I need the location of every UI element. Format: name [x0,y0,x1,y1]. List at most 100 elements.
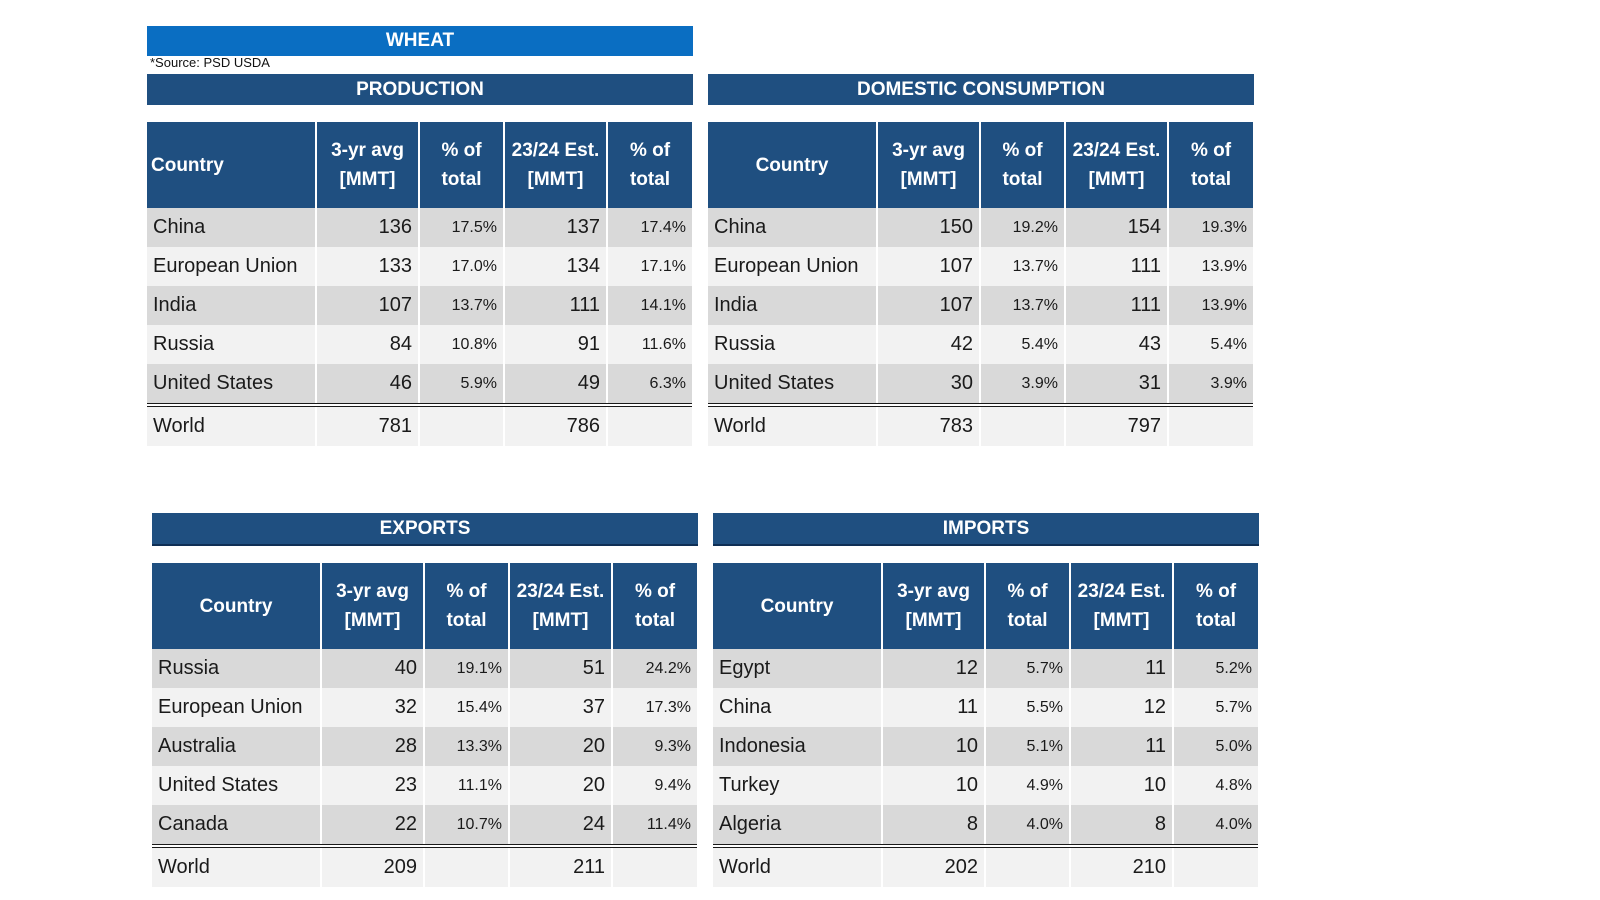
exports-panel: EXPORTS Country 3-yr avg [MMT] % of tota… [152,513,698,887]
cell-estimate: 37 [509,688,613,727]
cell-pct-total: 11.1% [424,766,510,805]
column-header-3yr-avg: 3-yr avg [MMT] [321,563,425,649]
cell-country: Russia [147,325,317,364]
cell-estimate: 49 [504,364,608,405]
cell-country: Indonesia [713,727,883,766]
cell-pct-total-est: 17.3% [612,688,697,727]
column-header-pct-total-est: % of total [1168,122,1253,208]
cell-pct-total-est: 24.2% [612,649,697,688]
cell-3yr-avg: 783 [877,403,981,446]
cell-estimate: 134 [504,247,608,286]
cell-pct-total: 10.8% [419,325,505,364]
cell-3yr-avg: 32 [321,688,425,727]
column-header-pct-total: % of total [419,122,505,208]
table-row: Algeria 8 4.0% 8 4.0% [713,805,1258,846]
column-header-pct-total-est: % of total [1173,563,1258,649]
column-header-estimate: 23/24 Est. [MMT] [509,563,613,649]
exports-table: Country 3-yr avg [MMT] % of total 23/24 … [152,563,697,887]
cell-country: Canada [152,805,322,846]
cell-country: China [708,208,878,247]
table-row-world: World 781 786 [147,403,692,446]
table-row: Russia 42 5.4% 43 5.4% [708,325,1253,364]
cell-estimate: 10 [1070,766,1174,805]
column-header-pct-total-est: % of total [612,563,697,649]
imports-panel: IMPORTS Country 3-yr avg [MMT] % of tota… [713,513,1259,887]
column-header-country: Country [147,122,317,208]
cell-pct-total-est: 4.0% [1173,805,1258,846]
consumption-table: Country 3-yr avg [MMT] % of total 23/24 … [708,122,1253,446]
cell-pct-total: 13.3% [424,727,510,766]
table-row: United States 23 11.1% 20 9.4% [152,766,697,805]
table-row: India 107 13.7% 111 14.1% [147,286,692,325]
column-header-3yr-avg: 3-yr avg [MMT] [882,563,986,649]
cell-3yr-avg: 40 [321,649,425,688]
cell-estimate: 137 [504,208,608,247]
cell-country: Russia [152,649,322,688]
cell-pct-total: 5.9% [419,364,505,405]
cell-pct-total: 19.1% [424,649,510,688]
cell-pct-total-est: 6.3% [607,364,692,405]
cell-pct-total-est: 11.6% [607,325,692,364]
table-row: China 136 17.5% 137 17.4% [147,208,692,247]
cell-country: United States [147,364,317,405]
table-header-row: Country 3-yr avg [MMT] % of total 23/24 … [147,122,692,208]
cell-3yr-avg: 28 [321,727,425,766]
cell-estimate: 43 [1065,325,1169,364]
table-row: China 11 5.5% 12 5.7% [713,688,1258,727]
cell-3yr-avg: 781 [316,403,420,446]
cell-pct-total-est: 9.3% [612,727,697,766]
cell-pct-total-est: 4.8% [1173,766,1258,805]
cell-estimate: 20 [509,766,613,805]
cell-estimate: 786 [504,403,608,446]
cell-country: European Union [708,247,878,286]
cell-country: European Union [147,247,317,286]
cell-estimate: 12 [1070,688,1174,727]
cell-pct-total: 13.7% [419,286,505,325]
cell-pct-total-est [612,844,697,887]
table-row: United States 30 3.9% 31 3.9% [708,364,1253,405]
table-row: Russia 84 10.8% 91 11.6% [147,325,692,364]
cell-country: Turkey [713,766,883,805]
cell-estimate: 210 [1070,844,1174,887]
table-row-world: World 209 211 [152,844,697,887]
imports-panel-title: IMPORTS [713,513,1259,546]
cell-3yr-avg: 11 [882,688,986,727]
cell-pct-total-est: 19.3% [1168,208,1253,247]
cell-pct-total-est: 5.2% [1173,649,1258,688]
cell-country: Australia [152,727,322,766]
cell-pct-total-est [1173,844,1258,887]
cell-estimate: 24 [509,805,613,846]
column-header-country: Country [152,563,322,649]
cell-country: China [713,688,883,727]
cell-pct-total [419,403,505,446]
cell-3yr-avg: 107 [316,286,420,325]
source-note: *Source: PSD USDA [150,55,270,70]
cell-pct-total: 17.5% [419,208,505,247]
column-header-country: Country [713,563,883,649]
cell-pct-total: 15.4% [424,688,510,727]
cell-pct-total-est [1168,403,1253,446]
cell-estimate: 31 [1065,364,1169,405]
column-header-estimate: 23/24 Est. [MMT] [504,122,608,208]
cell-estimate: 8 [1070,805,1174,846]
cell-3yr-avg: 150 [877,208,981,247]
cell-3yr-avg: 107 [877,286,981,325]
table-row: India 107 13.7% 111 13.9% [708,286,1253,325]
column-header-pct-total: % of total [424,563,510,649]
table-row: European Union 107 13.7% 111 13.9% [708,247,1253,286]
page-title: WHEAT [147,26,693,56]
cell-country: Algeria [713,805,883,846]
column-header-country: Country [708,122,878,208]
cell-estimate: 154 [1065,208,1169,247]
cell-pct-total: 13.7% [980,247,1066,286]
production-panel: PRODUCTION Country 3-yr avg [MMT] % of t… [147,74,693,446]
cell-country: United States [152,766,322,805]
cell-pct-total-est [607,403,692,446]
cell-country: Russia [708,325,878,364]
cell-country: World [147,403,317,446]
cell-pct-total-est: 13.9% [1168,286,1253,325]
cell-country: India [708,286,878,325]
column-header-3yr-avg: 3-yr avg [MMT] [877,122,981,208]
table-row: Canada 22 10.7% 24 11.4% [152,805,697,846]
cell-estimate: 51 [509,649,613,688]
